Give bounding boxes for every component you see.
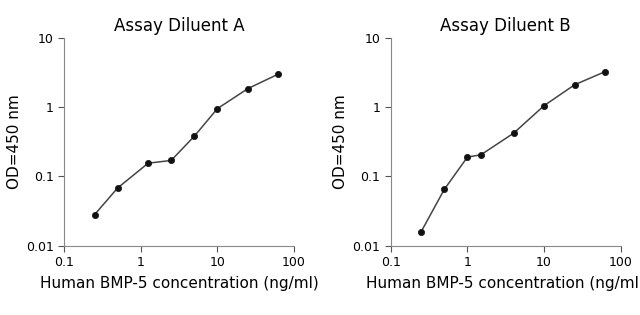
- Title: Assay Diluent B: Assay Diluent B: [440, 17, 571, 35]
- X-axis label: Human BMP-5 concentration (ng/ml): Human BMP-5 concentration (ng/ml): [366, 276, 640, 291]
- Y-axis label: OD=450 nm: OD=450 nm: [333, 94, 348, 189]
- Title: Assay Diluent A: Assay Diluent A: [114, 17, 244, 35]
- X-axis label: Human BMP-5 concentration (ng/ml): Human BMP-5 concentration (ng/ml): [40, 276, 319, 291]
- Y-axis label: OD=450 nm: OD=450 nm: [6, 94, 22, 189]
